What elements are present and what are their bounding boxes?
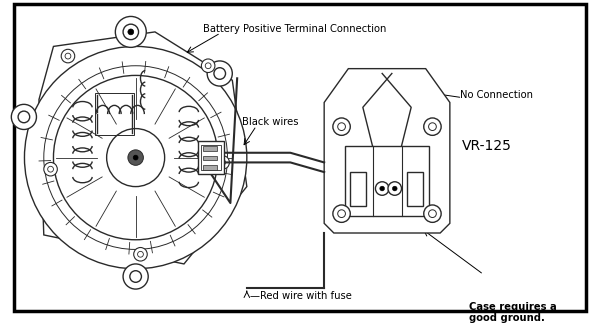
Circle shape [424, 118, 441, 135]
Circle shape [47, 166, 53, 172]
Circle shape [128, 29, 134, 35]
Circle shape [220, 159, 226, 165]
Text: Black wires: Black wires [242, 117, 298, 127]
Circle shape [380, 186, 385, 191]
Circle shape [205, 63, 211, 69]
Circle shape [424, 205, 441, 222]
Circle shape [338, 210, 346, 217]
Polygon shape [39, 32, 247, 264]
Circle shape [65, 53, 71, 59]
Circle shape [123, 24, 139, 40]
Bar [350, 172, 366, 206]
Bar [346, 146, 428, 215]
Text: Case requires a
good ground.: Case requires a good ground. [469, 302, 557, 323]
Circle shape [376, 182, 389, 195]
Circle shape [107, 128, 164, 186]
Text: No Connection: No Connection [460, 90, 533, 100]
Circle shape [338, 123, 346, 130]
Circle shape [428, 123, 436, 130]
Bar [407, 172, 423, 206]
Circle shape [428, 210, 436, 217]
Circle shape [388, 182, 401, 195]
Circle shape [134, 247, 147, 261]
Circle shape [123, 264, 148, 289]
Circle shape [130, 271, 142, 282]
Circle shape [333, 118, 350, 135]
Circle shape [11, 104, 37, 129]
Bar [202, 145, 221, 170]
Circle shape [214, 68, 226, 79]
Bar [95, 93, 134, 135]
Circle shape [333, 205, 350, 222]
Circle shape [202, 59, 215, 72]
Polygon shape [324, 69, 450, 233]
Circle shape [53, 75, 218, 240]
Circle shape [133, 155, 138, 160]
Circle shape [392, 186, 397, 191]
Circle shape [61, 49, 75, 63]
Text: VR-125: VR-125 [461, 139, 511, 153]
Circle shape [44, 162, 58, 176]
Circle shape [207, 61, 232, 86]
Bar [199, 141, 224, 174]
Circle shape [115, 16, 146, 47]
Text: Battery Positive Terminal Connection: Battery Positive Terminal Connection [203, 24, 386, 34]
Text: —Red wire with fuse: —Red wire with fuse [250, 291, 352, 301]
Bar [203, 156, 217, 160]
Circle shape [128, 150, 143, 165]
Circle shape [18, 111, 29, 123]
Circle shape [137, 251, 143, 257]
Circle shape [216, 156, 229, 169]
Bar [203, 146, 217, 151]
Bar [203, 165, 217, 170]
Circle shape [25, 46, 247, 269]
